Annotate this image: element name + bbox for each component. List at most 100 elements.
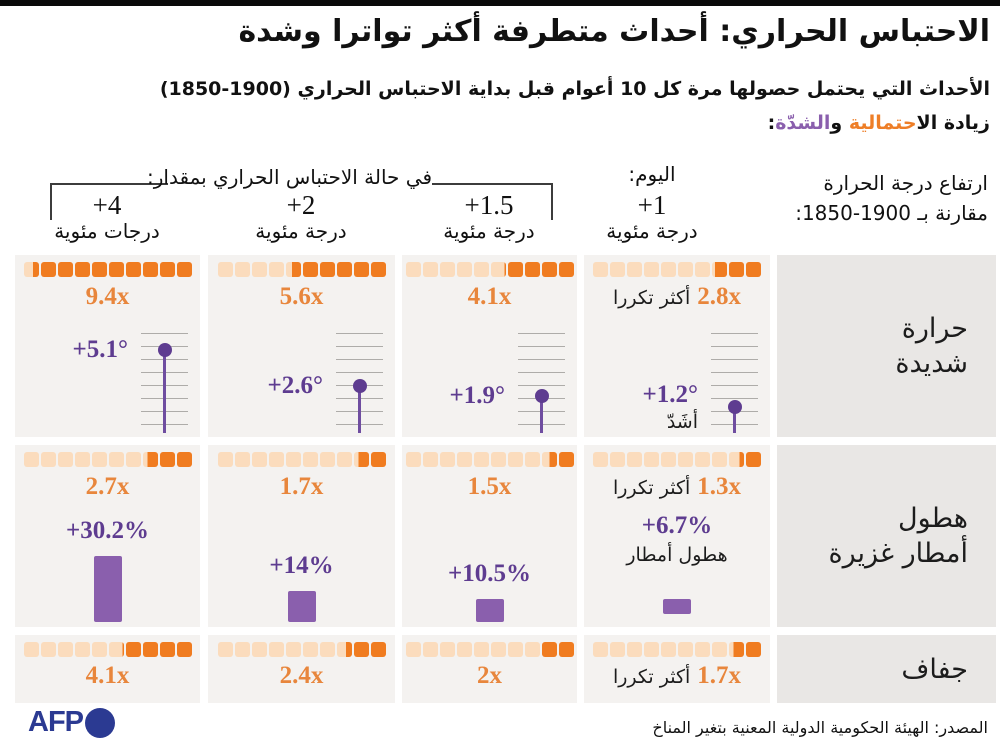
frequency-square — [251, 452, 267, 467]
frequency-square — [610, 452, 625, 467]
frequency-square — [40, 642, 56, 657]
frequency-square — [319, 262, 335, 277]
frequency-square — [439, 452, 455, 467]
frequency-square — [712, 452, 727, 467]
frequency-multiplier: 2.8x أكثر تكررا — [584, 283, 770, 311]
frequency-square — [439, 262, 455, 277]
frequency-multiplier: 1.7x — [208, 473, 395, 501]
frequency-square — [336, 642, 352, 657]
frequency-square — [353, 452, 369, 467]
frequency-square — [695, 262, 710, 277]
frequency-square — [251, 262, 267, 277]
cell-extreme-heat-col0: 9.4x +5.1° — [15, 255, 200, 437]
frequency-suffix: أكثر تكررا — [612, 477, 691, 499]
frequency-squares — [593, 262, 761, 277]
frequency-square — [490, 452, 506, 467]
frequency-value: 1.5x — [467, 473, 512, 500]
frequency-square — [302, 262, 318, 277]
frequency-square — [644, 262, 659, 277]
frequency-square — [541, 452, 557, 467]
row-label-line: هطول — [898, 503, 968, 534]
frequency-square — [644, 642, 659, 657]
frequency-square — [217, 452, 233, 467]
frequency-square — [251, 642, 267, 657]
frequency-square — [405, 452, 421, 467]
severity-marker — [352, 379, 367, 394]
severity-scale — [711, 333, 758, 437]
frequency-square — [456, 452, 472, 467]
scale-rung — [711, 359, 758, 360]
frequency-square — [217, 262, 233, 277]
frequency-square — [541, 642, 557, 657]
frequency-value: 2.7x — [85, 473, 130, 500]
cell-heavy-rainfall-col0: 2.7x +30.2% — [15, 445, 200, 627]
cell-drought-col3: 1.7x أكثر تكررا — [584, 635, 770, 703]
frequency-square — [234, 452, 250, 467]
frequency-square — [524, 262, 540, 277]
frequency-square — [610, 262, 625, 277]
frequency-square — [558, 642, 574, 657]
scale-rung — [711, 346, 758, 347]
frequency-value: 4.1x — [467, 283, 512, 310]
frequency-square — [23, 642, 39, 657]
frequency-square — [456, 642, 472, 657]
frequency-square — [507, 642, 523, 657]
scale-rung — [518, 359, 565, 360]
frequency-value: 2.4x — [279, 662, 324, 689]
frequency-multiplier: 9.4x — [15, 283, 200, 311]
frequency-suffix: أكثر تكررا — [612, 287, 691, 309]
bracket-label: في حالة الاحتباس الحراري بمقدار: — [147, 162, 432, 192]
frequency-squares — [405, 262, 574, 277]
scale-rung — [141, 333, 188, 334]
frequency-square — [661, 262, 676, 277]
frequency-square — [159, 642, 175, 657]
cell-heavy-rainfall-col3: 1.3x أكثر تكررا +6.7% هطول أمطار — [584, 445, 770, 627]
frequency-square — [422, 452, 438, 467]
frequency-square — [490, 262, 506, 277]
frequency-square — [125, 262, 141, 277]
subtitle: الأحداث التي يحتمل حصولها مرة كل 10 أعوا… — [159, 78, 990, 100]
page-title: الاحتباس الحراري: أحداث متطرفة أكثر توات… — [238, 14, 990, 49]
frequency-square — [74, 642, 90, 657]
cell-extreme-heat-col3: 2.8x أكثر تكررا +1.2° أشَدّ — [584, 255, 770, 437]
temperature-change-value: +5.1° — [72, 336, 129, 364]
frequency-square — [40, 452, 56, 467]
scale-rung — [518, 385, 565, 386]
cell-drought-col2: 2x — [402, 635, 577, 703]
cell-extreme-heat-col2: 4.1x +1.9° — [402, 255, 577, 437]
scale-rung — [711, 398, 758, 399]
frequency-square — [176, 262, 192, 277]
cell-drought-col0: 4.1x — [15, 635, 200, 703]
frequency-square — [712, 642, 727, 657]
temperature-change: +1.2° أشَدّ — [643, 379, 699, 433]
temperature-change-value: +1.9° — [449, 382, 506, 410]
cell-extreme-heat-col1: 5.6x +2.6° — [208, 255, 395, 437]
frequency-square — [593, 642, 608, 657]
rainfall-increase-value: +6.7% — [641, 512, 713, 539]
row-label-line: حرارة — [901, 313, 968, 344]
temperature-rise-line1: ارتفاع درجة الحرارة — [823, 171, 988, 195]
frequency-multiplier: 4.1x — [402, 283, 577, 311]
frequency-square — [473, 262, 489, 277]
legend-severity: الشدّة — [775, 112, 831, 134]
frequency-square — [678, 452, 693, 467]
row-label-panel-extreme-heat: حرارة شديدة — [777, 255, 996, 437]
scale-rung — [518, 346, 565, 347]
column-unit: درجة مئوية — [443, 219, 535, 243]
frequency-square — [439, 642, 455, 657]
frequency-square — [558, 262, 574, 277]
frequency-value: 2x — [477, 662, 502, 689]
legend-black-3: : — [767, 112, 776, 134]
source-credit: المصدر: الهيئة الحكومية الدولية المعنية … — [652, 718, 988, 737]
cell-heavy-rainfall-col2: 1.5x +10.5% — [402, 445, 577, 627]
column-degree: +1 — [637, 190, 667, 220]
row-label-line: شديدة — [895, 348, 968, 379]
frequency-square — [593, 262, 608, 277]
bracket-tick-right — [551, 183, 553, 220]
frequency-square — [40, 262, 56, 277]
frequency-square — [473, 642, 489, 657]
frequency-multiplier: 2.4x — [208, 662, 395, 690]
frequency-square — [108, 452, 124, 467]
frequency-square — [302, 642, 318, 657]
frequency-square — [319, 642, 335, 657]
